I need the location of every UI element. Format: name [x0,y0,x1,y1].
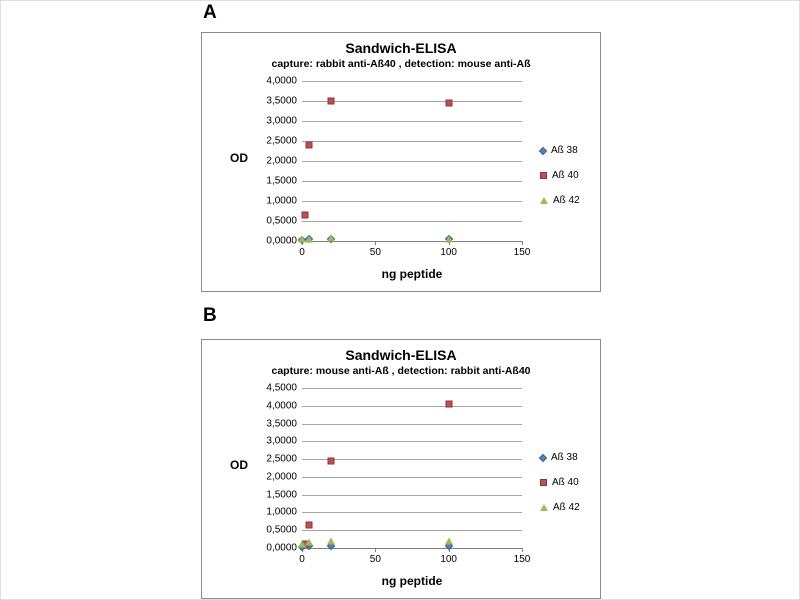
legend: Aß 38 Aß 40 Aß 42 [538,145,580,220]
data-point-square-icon [327,97,335,105]
gridline [302,459,522,461]
x-tick-mark [375,548,377,552]
legend-diamond-icon [538,453,548,462]
y-tick-label: 2,5000 [266,135,297,147]
y-tick-label: 0,0000 [266,542,297,554]
y-tick-label: 0,5000 [266,215,297,227]
x-axis-label: ng peptide [381,267,443,281]
x-tick-label: 50 [369,247,381,258]
legend-item: Aß 40 [540,477,580,488]
x-tick-label: 150 [513,554,531,565]
y-tick-label: 0,5000 [266,524,297,536]
legend-triangle-icon [540,504,548,511]
data-point-square-icon [305,141,313,149]
x-tick-mark [522,241,523,245]
chart-subtitle: capture: mouse anti-Aß , detection: rabb… [271,365,531,377]
x-tick-mark [522,548,523,552]
x-tick-label: 100 [440,247,457,258]
chart-b-frame: Sandwich-ELISA capture: mouse anti-Aß , … [201,339,601,599]
gridline [302,441,522,443]
data-point-square-icon [445,99,453,107]
legend-label: Aß 38 [551,145,578,156]
gridline [302,161,522,162]
data-point-triangle-icon [444,537,453,545]
y-axis-label: OD [230,458,248,472]
legend: Aß 38 Aß 40 Aß 42 [538,452,580,527]
gridline [302,494,522,496]
y-tick-label: 1,0000 [266,195,297,207]
x-tick-mark [375,241,377,245]
legend-item: Aß 42 [540,195,580,206]
data-point-triangle-icon [327,537,336,545]
legend-triangle-icon [540,197,548,204]
x-tick-label: 0 [299,247,305,258]
gridline [302,201,522,202]
x-tick-label: 150 [513,247,531,258]
y-tick-label: 2,0000 [266,155,297,167]
data-point-triangle-icon [444,235,453,243]
gridline [302,423,522,425]
plot-area: 0,0000 0,5000 1,0000 1,5000 2,0000 2,5000 3,00… [266,383,530,566]
y-tick-label: 0,0000 [266,235,297,247]
gridline [302,530,522,532]
data-point-triangle-icon [327,234,336,242]
legend-label: Aß 40 [552,170,579,181]
y-tick-label: 1,0000 [266,506,297,518]
chart-a-frame: Sandwich-ELISA capture: rabbit anti-Aß40… [201,32,601,292]
gridline [302,388,522,389]
panel-a-label: A [203,2,217,23]
y-tick-label: 4,5000 [266,382,297,394]
y-tick-label: 1,5000 [266,489,297,501]
y-tick-label: 2,0000 [266,471,297,483]
y-tick-label: 4,0000 [266,400,297,412]
gridline [302,101,522,102]
gridline [302,405,522,407]
legend-diamond-icon [538,146,548,155]
data-point-square-icon [305,521,313,529]
y-tick-label: 1,5000 [266,175,297,187]
chart-subtitle: capture: rabbit anti-Aß40 , detection: m… [271,58,531,70]
legend-item: Aß 40 [540,170,580,181]
legend-label: Aß 38 [551,452,578,463]
x-tick-label: 50 [369,554,381,565]
gridline [302,512,522,514]
data-point-square-icon [301,211,309,219]
chart-title: Sandwich-ELISA [345,347,457,363]
legend-item: Aß 42 [540,502,580,513]
y-tick-label: 3,0000 [266,115,297,127]
chart-title: Sandwich-ELISA [345,40,457,56]
data-point-triangle-icon [305,538,314,546]
panel-b-label: B [203,305,217,326]
data-point-triangle-icon [298,235,306,243]
legend-square-icon [540,172,547,179]
legend-item: Aß 38 [538,452,580,463]
gridline [302,121,522,122]
y-axis-label: OD [230,151,248,165]
gridline [302,221,522,222]
data-point-triangle-icon [298,540,306,548]
legend-square-icon [540,479,547,486]
gridline [302,81,522,82]
legend-item: Aß 38 [538,145,580,156]
y-tick-label: 4,0000 [266,75,297,87]
y-tick-label: 3,0000 [266,435,297,447]
gridline [302,141,522,142]
data-point-triangle-icon [305,235,314,243]
x-axis-label: ng peptide [381,574,443,588]
plot-area: 0,0000 0,5000 1,0000 1,5000 2,0000 2,5000 3,00… [266,76,530,259]
data-point-square-icon [327,457,335,465]
legend-label: Aß 42 [553,502,580,513]
gridline [302,181,522,182]
y-tick-label: 3,5000 [266,95,297,107]
x-tick-label: 0 [299,554,305,565]
gridline [302,476,522,478]
data-point-square-icon [445,400,453,408]
legend-label: Aß 42 [553,195,580,206]
y-tick-label: 2,5000 [266,453,297,465]
x-tick-label: 100 [440,554,457,565]
y-tick-label: 3,5000 [266,418,297,430]
legend-label: Aß 40 [552,477,579,488]
